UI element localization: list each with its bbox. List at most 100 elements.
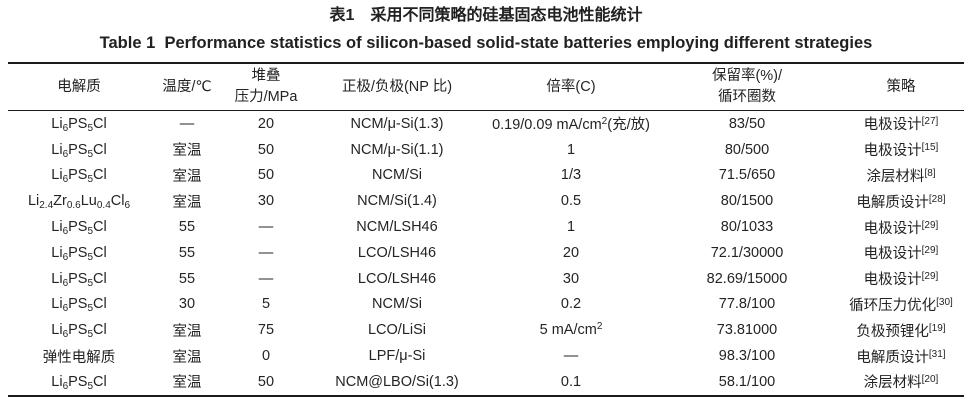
table-cell-temperature: 室温 xyxy=(172,194,202,211)
header-cell-cathode-anode-np: 正极/负极(NP 比) xyxy=(308,63,486,111)
table-cell-stack-pressure: 5 xyxy=(261,296,271,313)
table-row: Li6PS5Cl 室温 50 NCM@LBO/Si(1.3) 0.1 58.1/100 涂层… xyxy=(8,369,964,396)
table-cell-retention-cycles: 73.81000 xyxy=(716,322,778,339)
table-cell-rate-c: 1/3 xyxy=(560,167,582,184)
table-cell-temperature: 30 xyxy=(178,296,196,313)
table-cell-electrolyte: Li6PS5Cl xyxy=(51,219,107,238)
table-cell-retention-cycles: 77.8/100 xyxy=(718,296,776,313)
table-cell-electrolyte: Li6PS5Cl xyxy=(51,244,107,263)
table-cell-rate-c: 1 xyxy=(566,219,576,236)
table-row: Li6PS5Cl 室温 50 NCM/Si 1/3 71.5/650 涂层材料[8] xyxy=(8,163,964,189)
table-cell-cathode-anode-np: NCM/Si xyxy=(372,296,422,313)
table-cell-electrolyte: Li6PS5Cl xyxy=(51,115,107,134)
header-cell-strategy: 策略 xyxy=(838,63,964,111)
table-cell-electrolyte: Li6PS5Cl xyxy=(51,270,107,289)
table-row: Li6PS5Cl — 20 NCM/μ-Si(1.3) 0.19/0.09 mA/cm2… xyxy=(8,111,964,137)
table-cell-temperature: 55 xyxy=(178,219,196,236)
table-cell-temperature: 室温 xyxy=(172,323,202,340)
table-row: 弹性电解质 室温 0 LPF/μ-Si — 98.3/100 电解质设计[31] xyxy=(8,343,964,369)
table-cell-cathode-anode-np: LCO/LSH46 xyxy=(357,244,437,261)
table-cell-cathode-anode-np: LPF/μ-Si xyxy=(368,348,426,365)
table-cell-retention-cycles: 82.69/15000 xyxy=(706,270,788,287)
table-cell-strategy: 负极预锂化[19] xyxy=(856,322,946,340)
table-row: Li6PS5Cl 55 — LCO/LSH46 30 82.69/15000 电极设计[29… xyxy=(8,266,964,292)
table-cell-retention-cycles: 98.3/100 xyxy=(718,348,776,365)
table-cell-rate-c: — xyxy=(563,348,579,365)
table-row: Li6PS5Cl 30 5 NCM/Si 0.2 77.8/100 循环压力优化[30] xyxy=(8,292,964,318)
table-cell-stack-pressure: 50 xyxy=(257,167,275,184)
table-cell-cathode-anode-np: NCM@LBO/Si(1.3) xyxy=(335,373,459,390)
table-cell-stack-pressure: 50 xyxy=(257,141,275,158)
table-cell-rate-c: 5 mA/cm2 xyxy=(539,321,603,339)
table-cell-strategy: 电极设计[29] xyxy=(863,245,939,263)
table-cell-rate-c: 30 xyxy=(562,270,580,287)
table-cell-retention-cycles: 71.5/650 xyxy=(718,167,776,184)
table-cell-temperature: 室温 xyxy=(172,168,202,185)
table-cell-cathode-anode-np: LCO/LSH46 xyxy=(357,270,437,287)
table-cell-strategy: 循环压力优化[30] xyxy=(849,296,953,314)
table-body: Li6PS5Cl — 20 NCM/μ-Si(1.3) 0.19/0.09 mA/cm2… xyxy=(8,111,964,396)
table-cell-cathode-anode-np: NCM/μ-Si(1.3) xyxy=(350,115,444,132)
table-cell-rate-c: 0.1 xyxy=(560,373,582,390)
table-cell-rate-c: 0.5 xyxy=(560,193,582,210)
header-cell-stack-pressure: 堆叠 压力/MPa xyxy=(224,63,308,111)
table-row: Li6PS5Cl 55 — LCO/LSH46 20 72.1/30000 电极设计[29] xyxy=(8,240,964,266)
header-cell-electrolyte: 电解质 xyxy=(8,63,150,111)
table-cell-cathode-anode-np: NCM/μ-Si(1.1) xyxy=(350,141,444,158)
table-cell-stack-pressure: 20 xyxy=(257,115,275,132)
table-cell-cathode-anode-np: NCM/Si(1.4) xyxy=(357,193,437,210)
table-cell-rate-c: 0.19/0.09 mA/cm2(充/放) xyxy=(492,116,650,134)
table-cell-stack-pressure: 75 xyxy=(257,322,275,339)
table-cell-strategy: 电极设计[29] xyxy=(863,271,939,289)
table-cell-strategy: 涂层材料[20] xyxy=(863,374,939,392)
table-cell-strategy: 涂层材料[8] xyxy=(866,167,936,185)
table-cell-electrolyte: Li6PS5Cl xyxy=(51,373,107,392)
table-cell-rate-c: 1 xyxy=(566,141,576,158)
table-cell-cathode-anode-np: LCO/LiSi xyxy=(367,322,427,339)
table-cell-temperature: 55 xyxy=(178,270,196,287)
table-cell-rate-c: 0.2 xyxy=(560,296,582,313)
table-cell-electrolyte: Li6PS5Cl xyxy=(51,296,107,315)
table-cell-strategy: 电极设计[15] xyxy=(863,142,939,160)
table-row: Li6PS5Cl 55 — NCM/LSH46 1 80/1033 电极设计[29] xyxy=(8,214,964,240)
table-caption: 表1 采用不同策略的硅基固态电池性能统计 Table 1 Performance… xyxy=(0,0,972,54)
header-row: 电解质 温度/℃ 堆叠 压力/MPa 正极/负极(NP 比) 倍率(C) 保留率(… xyxy=(8,63,964,111)
table-title-english: Table 1 Performance statistics of silico… xyxy=(99,34,873,52)
table-cell-stack-pressure: — xyxy=(258,219,274,236)
table-row: Li2.4Zr0.6Lu0.4Cl6 室温 30 NCM/Si(1.4) 0.5 80/1… xyxy=(8,188,964,214)
table-cell-temperature: 室温 xyxy=(172,349,202,366)
table-cell-strategy: 电解质设计[28] xyxy=(856,193,946,211)
table-title-chinese: 表1 采用不同策略的硅基固态电池性能统计 xyxy=(329,7,643,24)
header-cell-rate-c: 倍率(C) xyxy=(486,63,656,111)
table-cell-electrolyte: Li6PS5Cl xyxy=(51,141,107,160)
table-cell-stack-pressure: — xyxy=(258,270,274,287)
table-cell-cathode-anode-np: NCM/Si xyxy=(372,167,422,184)
table-cell-retention-cycles: 80/1033 xyxy=(720,219,774,236)
table-cell-cathode-anode-np: NCM/LSH46 xyxy=(356,219,438,236)
table-cell-retention-cycles: 80/500 xyxy=(724,141,770,158)
table-row: Li6PS5Cl 室温 50 NCM/μ-Si(1.1) 1 80/500 电极设计[15] xyxy=(8,137,964,163)
header-cell-retention-cycles: 保留率(%)/循环圈数 xyxy=(656,63,838,111)
table-cell-electrolyte: Li6PS5Cl xyxy=(51,167,107,186)
table-cell-temperature: 室温 xyxy=(172,375,202,392)
table-cell-retention-cycles: 80/1500 xyxy=(720,193,774,210)
table-cell-retention-cycles: 58.1/100 xyxy=(718,373,776,390)
table-cell-retention-cycles: 72.1/30000 xyxy=(710,244,784,261)
table-cell-electrolyte: Li2.4Zr0.6Lu0.4Cl6 xyxy=(27,193,131,212)
table-cell-stack-pressure: — xyxy=(258,244,274,261)
table-cell-strategy: 电极设计[29] xyxy=(863,219,939,237)
table-cell-stack-pressure: 50 xyxy=(257,373,275,390)
header-cell-temperature: 温度/℃ xyxy=(150,63,224,111)
table-row: Li6PS5Cl 室温 75 LCO/LiSi 5 mA/cm2 73.81000 负极预锂… xyxy=(8,317,964,343)
table-cell-strategy: 电极设计[27] xyxy=(863,116,939,134)
table-cell-temperature: 55 xyxy=(178,244,196,261)
table-cell-electrolyte: Li6PS5Cl xyxy=(51,322,107,341)
performance-table: 电解质 温度/℃ 堆叠 压力/MPa 正极/负极(NP 比) 倍率(C) 保留率(… xyxy=(8,62,964,397)
table-cell-stack-pressure: 30 xyxy=(257,193,275,210)
table-cell-temperature: 室温 xyxy=(172,143,202,160)
table-cell-temperature: — xyxy=(179,115,195,132)
table-cell-rate-c: 20 xyxy=(562,244,580,261)
table-cell-retention-cycles: 83/50 xyxy=(728,115,766,132)
table-cell-electrolyte: 弹性电解质 xyxy=(42,349,116,366)
